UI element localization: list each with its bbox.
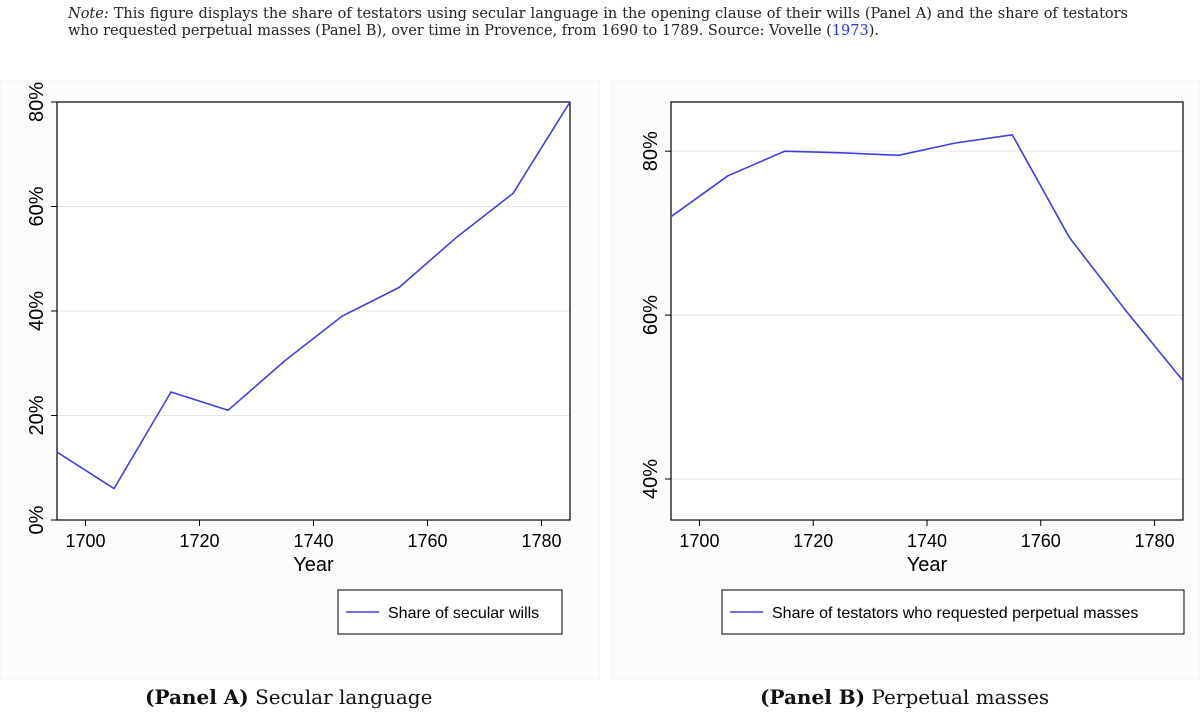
legend-box — [721, 589, 1185, 635]
y-tick-label: 80% — [26, 82, 48, 122]
x-tick-label: 1720 — [793, 531, 833, 551]
x-tick-label: 1780 — [521, 531, 561, 551]
series-line — [56, 101, 571, 490]
panel-b-caption-title: Perpetual masses — [871, 685, 1050, 709]
plot-frame — [56, 101, 571, 521]
x-tick-label: 1700 — [65, 531, 105, 551]
panel-b-caption-label: (Panel B) — [760, 685, 866, 709]
y-tick-label: 0% — [26, 505, 48, 534]
plot-area — [671, 102, 1183, 520]
note-citation[interactable]: 1973 — [831, 23, 869, 39]
note-end: ). — [868, 23, 880, 39]
x-axis-label: Year — [907, 554, 948, 576]
panel-a-caption-label: (Panel A) — [145, 685, 249, 709]
panel-b-chart: 40% 60% 80% 1700 1720 1740 1760 1780 Year Share o… — [611, 80, 1200, 680]
figure-note: Note: This figure displays the share of … — [68, 6, 1128, 40]
x-tick-label: 1780 — [1135, 531, 1175, 551]
x-tick-label: 1740 — [907, 531, 947, 551]
y-tick-label: 20% — [26, 395, 48, 435]
y-tick-label: 40% — [26, 291, 48, 331]
x-tick-label: 1760 — [407, 531, 447, 551]
panel-b-caption: (Panel B) Perpetual masses — [760, 685, 1049, 709]
x-tick-label: 1740 — [293, 531, 333, 551]
x-tick-label: 1700 — [679, 531, 719, 551]
x-tick-label: 1720 — [179, 531, 219, 551]
y-tick-label: 80% — [640, 131, 662, 171]
y-tick-label: 60% — [640, 295, 662, 335]
panel-a-caption-title: Secular language — [255, 685, 433, 709]
y-tick-label: 40% — [640, 459, 662, 499]
panel-a-chart: 0% 20% 40% 60% 80% 1700 1720 1740 1760 1780 Year Sh… — [0, 80, 600, 680]
y-tick-label: 60% — [26, 186, 48, 226]
series-line — [670, 133, 1184, 382]
x-tick-label: 1760 — [1021, 531, 1061, 551]
note-label: Note: — [68, 6, 109, 22]
legend-label: Share of secular wills — [388, 605, 539, 622]
plot-frame — [670, 101, 1184, 521]
note-text: This figure displays the share of testat… — [68, 6, 1129, 39]
panel-a-caption: (Panel A) Secular language — [145, 685, 432, 709]
x-axis-label: Year — [293, 554, 334, 576]
legend-label: Share of testators who requested perpetu… — [772, 605, 1138, 622]
